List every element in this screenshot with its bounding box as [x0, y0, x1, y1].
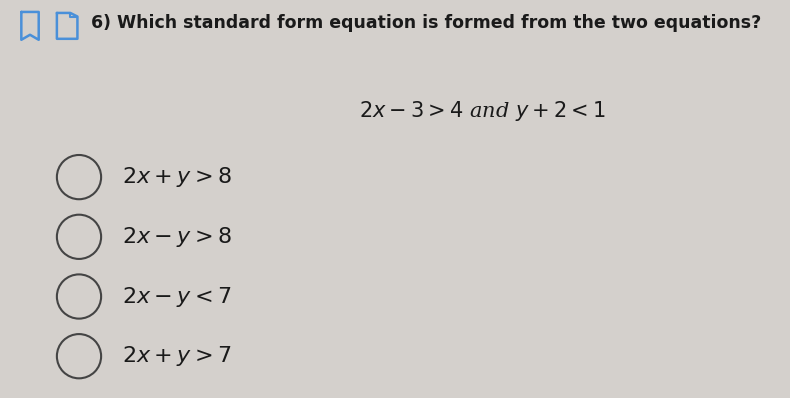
Text: $2x+y>7$: $2x+y>7$: [122, 344, 231, 368]
Text: $2x-3>4\ \mathregular{and}\ y+2<1$: $2x-3>4\ \mathregular{and}\ y+2<1$: [359, 100, 606, 123]
Text: $2x-y>8$: $2x-y>8$: [122, 225, 232, 249]
Text: 6) Which standard form equation is formed from the two equations?: 6) Which standard form equation is forme…: [91, 14, 761, 32]
Text: $2x+y>8$: $2x+y>8$: [122, 165, 232, 189]
Text: $2x-y<7$: $2x-y<7$: [122, 285, 231, 308]
